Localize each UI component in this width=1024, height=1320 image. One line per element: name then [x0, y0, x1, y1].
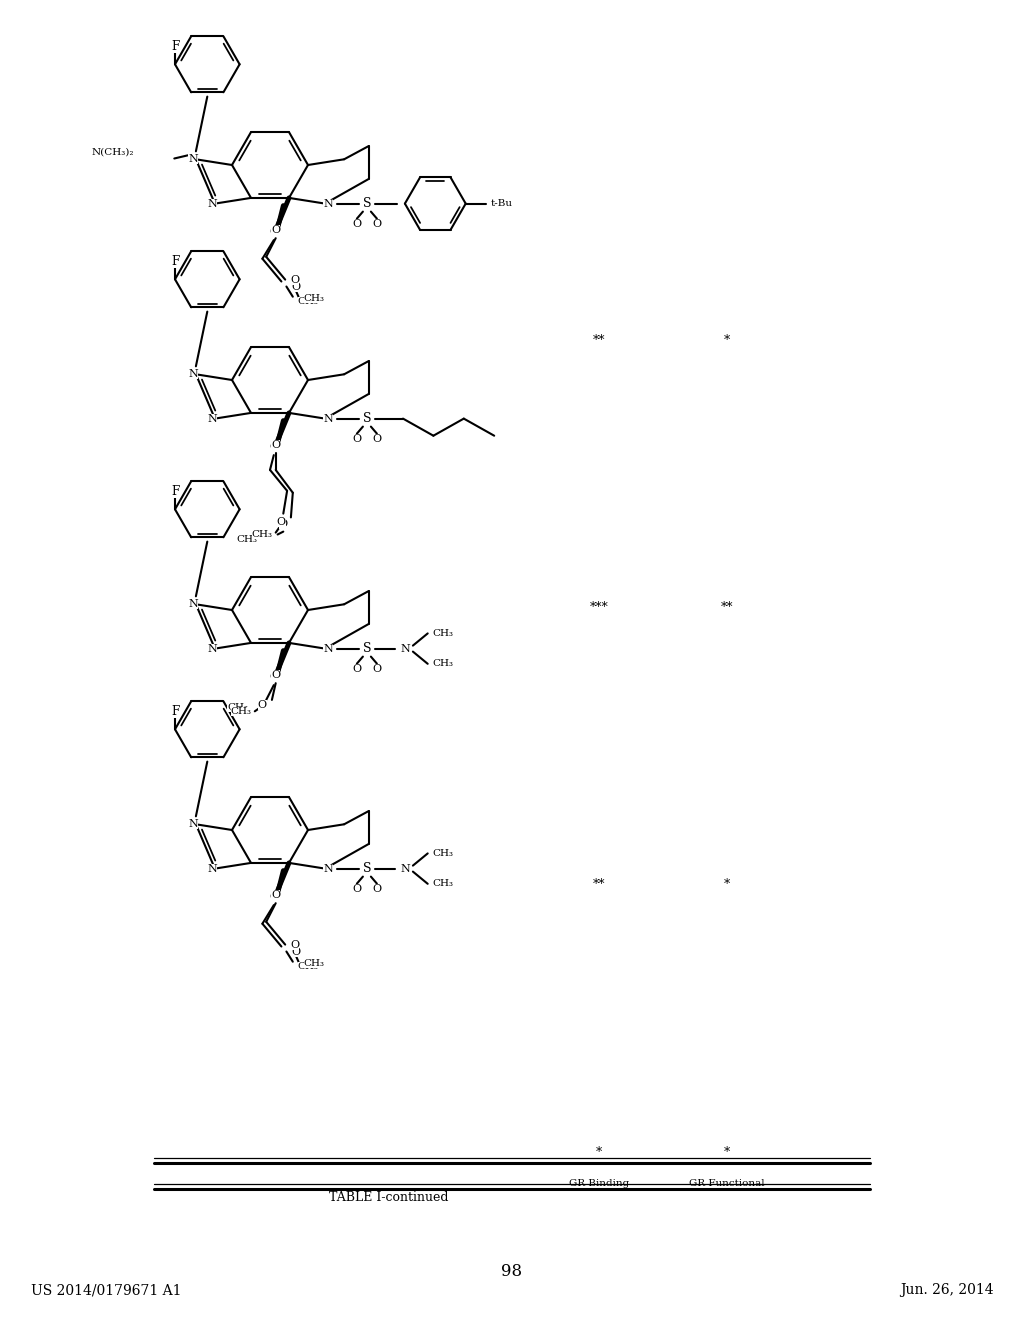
- Text: **: **: [721, 601, 733, 614]
- Text: O: O: [290, 275, 299, 285]
- Text: S: S: [362, 642, 371, 655]
- Text: N: N: [207, 413, 217, 424]
- Text: O: O: [292, 946, 300, 957]
- Text: O: O: [279, 519, 288, 528]
- Text: N: N: [400, 644, 410, 653]
- Text: F: F: [171, 255, 179, 268]
- Text: O: O: [352, 219, 361, 228]
- Text: *: *: [724, 1146, 730, 1159]
- Text: O: O: [269, 227, 279, 238]
- Text: N: N: [207, 644, 217, 653]
- Text: CH₃: CH₃: [298, 962, 318, 972]
- Text: **: **: [593, 878, 605, 891]
- Text: O: O: [269, 442, 279, 453]
- Text: O: O: [276, 517, 286, 528]
- Text: O: O: [271, 226, 281, 235]
- Text: GR Binding: GR Binding: [569, 1179, 629, 1188]
- Text: S: S: [362, 862, 371, 875]
- Text: O: O: [373, 664, 382, 673]
- Text: O: O: [292, 281, 300, 292]
- Text: CH₃: CH₃: [298, 297, 318, 306]
- Text: N: N: [324, 863, 333, 874]
- Text: O: O: [271, 671, 281, 680]
- Text: O: O: [373, 219, 382, 228]
- Text: 98: 98: [502, 1263, 522, 1280]
- Text: O: O: [271, 440, 281, 450]
- Text: GR Functional: GR Functional: [689, 1179, 765, 1188]
- Text: O: O: [269, 672, 279, 682]
- Text: *: *: [724, 878, 730, 891]
- Text: t-Bu: t-Bu: [490, 199, 513, 209]
- Text: CH₃: CH₃: [252, 531, 272, 539]
- Text: CH₃: CH₃: [303, 960, 325, 968]
- Text: O: O: [352, 883, 361, 894]
- Text: Jun. 26, 2014: Jun. 26, 2014: [900, 1283, 993, 1298]
- Text: CH₃: CH₃: [230, 706, 252, 715]
- Text: CH₃: CH₃: [433, 879, 454, 888]
- Text: CH₃: CH₃: [237, 535, 258, 544]
- Text: N: N: [324, 198, 333, 209]
- Text: CH₃: CH₃: [227, 704, 248, 713]
- Text: N: N: [400, 863, 410, 874]
- Text: F: F: [171, 41, 179, 53]
- Text: US 2014/0179671 A1: US 2014/0179671 A1: [31, 1283, 181, 1298]
- Text: **: **: [593, 334, 605, 347]
- Text: S: S: [362, 197, 371, 210]
- Text: *: *: [596, 1146, 602, 1159]
- Text: O: O: [290, 940, 299, 949]
- Text: N: N: [188, 599, 198, 610]
- Text: CH₃: CH₃: [433, 628, 454, 638]
- Text: O: O: [271, 890, 281, 900]
- Text: N: N: [188, 154, 198, 164]
- Text: CH₃: CH₃: [303, 294, 325, 304]
- Text: N(CH₃)₂: N(CH₃)₂: [92, 148, 134, 157]
- Text: N: N: [188, 370, 198, 379]
- Text: N: N: [207, 863, 217, 874]
- Text: ***: ***: [590, 601, 608, 614]
- Text: N: N: [188, 820, 198, 829]
- Text: F: F: [171, 486, 179, 498]
- Text: N: N: [324, 644, 333, 653]
- Text: O: O: [269, 892, 279, 902]
- Text: CH₃: CH₃: [433, 849, 454, 858]
- Text: CH₃: CH₃: [433, 659, 454, 668]
- Text: *: *: [724, 334, 730, 347]
- Text: S: S: [362, 412, 371, 425]
- Text: O: O: [258, 700, 267, 710]
- Text: O: O: [352, 433, 361, 444]
- Text: N: N: [207, 198, 217, 209]
- Text: F: F: [171, 705, 179, 718]
- Text: N: N: [324, 413, 333, 424]
- Text: TABLE I-continued: TABLE I-continued: [330, 1191, 449, 1204]
- Text: O: O: [373, 433, 382, 444]
- Text: O: O: [352, 664, 361, 673]
- Text: O: O: [373, 883, 382, 894]
